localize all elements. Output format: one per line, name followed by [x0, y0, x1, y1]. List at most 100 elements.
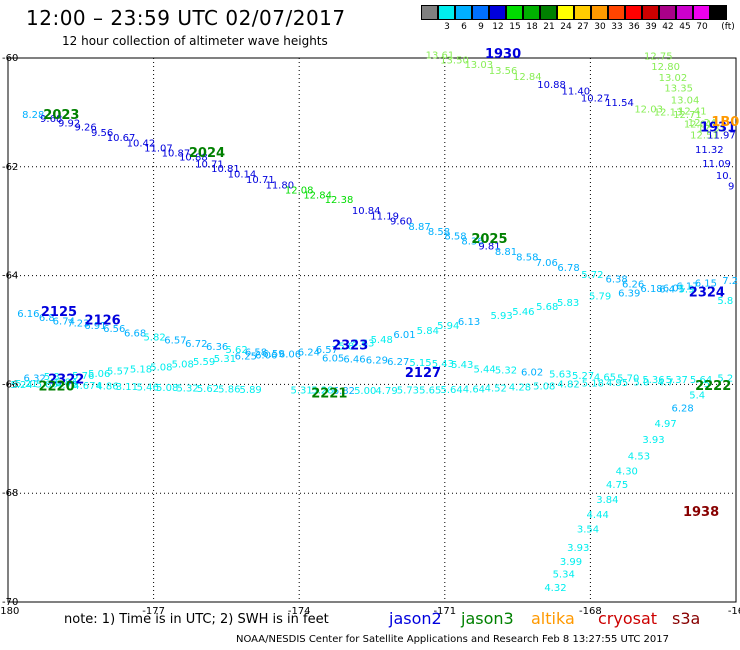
wave-height-value: 5.8 [338, 342, 354, 353]
wave-height-value: 7.06 [536, 258, 558, 269]
latitude-tick-label: -66 [2, 379, 18, 390]
wave-height-value: 6.05 [322, 354, 344, 365]
wave-height-value: 13.35 [664, 84, 693, 95]
wave-height-value: 8.28 [22, 110, 44, 121]
color-scale-swatch [591, 5, 608, 20]
wave-height-value: 6.02 [521, 368, 543, 379]
wave-height-value: 12.13 [654, 108, 683, 119]
wave-height-value: 12.51 [690, 131, 719, 142]
wave-height-value: 6.58 [245, 348, 267, 359]
legend-altika: altika [531, 609, 575, 628]
wave-height-value: 9 [728, 182, 734, 193]
wave-height-value: 5.65 [419, 386, 441, 397]
wave-height-value: 5.79 [589, 292, 611, 303]
wave-height-value: 8.36 [461, 237, 483, 248]
wave-height-value: 12.80 [651, 62, 680, 73]
wave-height-value: 6.78 [557, 263, 579, 274]
wave-height-value: 4.7 [658, 377, 674, 388]
wave-height-value: 13.02 [659, 73, 688, 84]
footer-credit: NOAA/NESDIS Center for Satellite Applica… [236, 634, 669, 645]
wave-height-value: 6.82 [333, 386, 355, 397]
wave-height-value: 6.25 [235, 351, 257, 362]
color-scale-label: 42 [662, 22, 674, 32]
footer-note: note: 1) Time is in UTC; 2) SWH is in fe… [64, 612, 329, 627]
wave-height-value: 12.84 [303, 190, 332, 201]
wave-height-value: 4.32 [544, 583, 566, 594]
wave-height-value: 5.36 [642, 375, 664, 386]
wave-height-value: 11.07 [144, 144, 173, 155]
wave-height-value: 5.28 [311, 386, 333, 397]
wave-height-value: 5.43 [432, 359, 454, 370]
wave-height-value: 9.60 [390, 216, 412, 227]
color-scale-swatch [693, 5, 710, 20]
color-scale-swatch [540, 5, 557, 20]
wave-height-value: 4.674 [73, 381, 102, 392]
wave-height-value: 6.26 [622, 280, 644, 291]
wave-height-value: 4.65 [594, 373, 616, 384]
pass-label: 1B0 [711, 115, 739, 130]
wave-height-value: 5.70 [617, 374, 639, 385]
wave-height-value: 5.0 [633, 377, 649, 388]
wave-height-value: 11.80 [265, 181, 294, 192]
wave-height-value: 6.56 [103, 324, 125, 335]
wave-height-value: 5.94 [437, 321, 459, 332]
wave-height-value: 10.71 [246, 175, 275, 186]
color-scale-swatch [421, 5, 438, 20]
legend-s3a: s3a [672, 609, 701, 628]
color-scale-swatch [557, 5, 574, 20]
wave-height-value: 5.43 [451, 360, 473, 371]
color-scale-label: 27 [577, 22, 589, 32]
color-scale-swatch [608, 5, 625, 20]
wave-height-value: 5.89 [240, 385, 262, 396]
wave-height-value: 10.84 [352, 206, 381, 217]
wave-height-value: 5.76 [72, 371, 94, 382]
wave-height-value: 6.46 [343, 355, 365, 366]
wave-height-value: 4.95 [606, 378, 628, 389]
wave-height-value: 5.00 [354, 386, 376, 397]
pass-label: 2024 [189, 146, 225, 161]
map-frame [7, 57, 737, 603]
wave-height-value: 13.04 [671, 96, 700, 107]
wave-height-value: 3.11 [116, 382, 138, 393]
pass-label: 2324 [689, 285, 725, 300]
wave-height-value: 5.15 [409, 358, 431, 369]
wave-height-value: 5.18 [130, 364, 152, 375]
wave-height-value: 4.82 [557, 380, 579, 391]
color-scale-label: 39 [645, 22, 657, 32]
wave-height-value: 5.31 [290, 386, 312, 397]
wave-height-value: 13.61 [426, 51, 455, 62]
wave-height-value: 6.13 [458, 317, 480, 328]
wave-height-value: 10.67 [107, 133, 136, 144]
color-scale-swatch [574, 5, 591, 20]
pass-label: 2025 [471, 232, 507, 247]
wave-height-value: 11.54 [605, 98, 634, 109]
wave-height-value: 5.27 [572, 371, 594, 382]
wave-height-value: 3.99 [560, 557, 582, 568]
wave-height-value: 5.48 [371, 335, 393, 346]
wave-height-value: 5 [704, 379, 710, 390]
color-scale-label: 15 [509, 22, 521, 32]
color-scale-swatch [523, 5, 540, 20]
wave-height-value: 4.30 [616, 467, 638, 478]
color-scale-swatch [455, 5, 472, 20]
wave-height-value: 5.84 [55, 377, 77, 388]
wave-height-value: 12.24 [688, 118, 717, 129]
pass-label: 1931 [700, 120, 736, 135]
color-scale-swatch [659, 5, 676, 20]
wave-height-value: 6.17 [676, 282, 698, 293]
wave-height-value: 4.75 [56, 380, 78, 391]
wave-height-value: 9.81 [478, 241, 500, 252]
wave-height-value: 5.34 [553, 570, 575, 581]
wave-height-value: 12.75 [644, 52, 673, 63]
wave-height-value: 5.46 [512, 307, 534, 318]
wave-height-value: 5.83 [557, 298, 579, 309]
wave-height-value: 6.24 [298, 348, 320, 359]
wave-height-value: 5.8 [717, 296, 733, 307]
color-scale-label: 9 [478, 22, 484, 32]
wave-height-value: 8.58 [516, 252, 538, 263]
wave-height-value: 5.08 [172, 360, 194, 371]
pass-label: 2322 [48, 372, 84, 387]
wave-height-value: 5.84 [417, 326, 439, 337]
wave-height-value: 10.27 [581, 94, 610, 105]
wave-height-value: 10.14 [228, 170, 257, 181]
